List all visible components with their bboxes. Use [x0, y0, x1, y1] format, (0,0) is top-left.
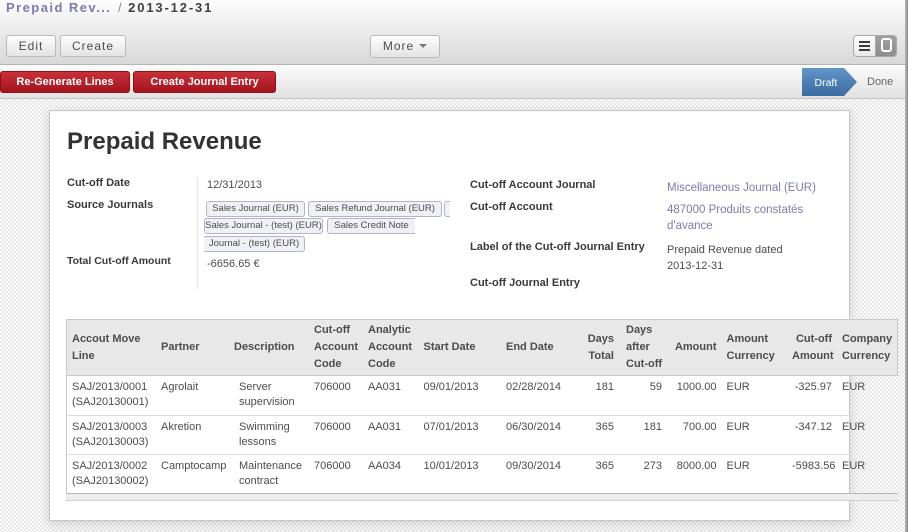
svg-text:Draft: Draft [815, 77, 838, 89]
